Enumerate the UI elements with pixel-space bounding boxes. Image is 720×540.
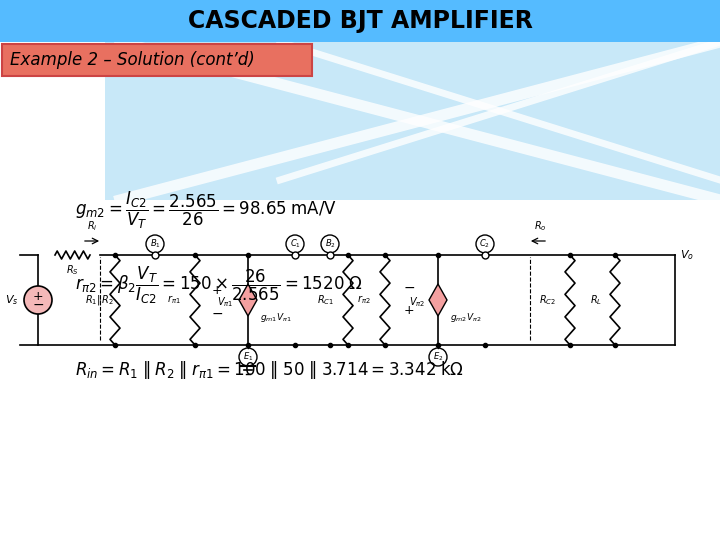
Text: +: +: [212, 284, 222, 296]
Text: $V_o$: $V_o$: [680, 248, 694, 262]
Text: $R_{in} = R_1 \;\|\; R_2 \;\|\; r_{\pi 1} = 100 \;\|\; 50 \;\|\; 3.714 = 3.342 \: $R_{in} = R_1 \;\|\; R_2 \;\|\; r_{\pi 1…: [75, 359, 464, 381]
Text: Example 2 – Solution (cont’d): Example 2 – Solution (cont’d): [10, 51, 255, 69]
Text: $E_1$: $E_1$: [243, 351, 253, 363]
Text: $r_{\pi 2} = \beta_2 \dfrac{V_T}{I_{C2}} = 150 \times \dfrac{26}{2.565} = 1520 \: $r_{\pi 2} = \beta_2 \dfrac{V_T}{I_{C2}}…: [75, 265, 362, 306]
Text: $R_1\|R_2$: $R_1\|R_2$: [85, 293, 113, 307]
Text: $V_{\pi2}$: $V_{\pi2}$: [409, 295, 426, 309]
Text: −: −: [211, 307, 222, 321]
FancyBboxPatch shape: [0, 42, 105, 200]
Text: $g_{m2}V_{\pi2}$: $g_{m2}V_{\pi2}$: [450, 312, 482, 325]
Text: $R_L$: $R_L$: [590, 293, 602, 307]
Text: +: +: [404, 303, 414, 316]
Text: $B_2$: $B_2$: [325, 238, 336, 250]
Text: $C_1$: $C_1$: [289, 238, 300, 250]
Text: $R_i$: $R_i$: [86, 219, 97, 233]
Polygon shape: [429, 284, 447, 316]
FancyBboxPatch shape: [0, 42, 720, 200]
FancyBboxPatch shape: [2, 44, 312, 76]
Text: $R_{C1}$: $R_{C1}$: [317, 293, 334, 307]
Text: −: −: [403, 281, 415, 295]
Text: $R_{C2}$: $R_{C2}$: [539, 293, 556, 307]
Text: $r_{\pi1}$: $r_{\pi1}$: [167, 294, 181, 306]
Text: $V_{\pi1}$: $V_{\pi1}$: [217, 295, 233, 309]
Text: −: −: [32, 298, 44, 312]
Text: +: +: [32, 289, 43, 302]
Text: CASCADED BJT AMPLIFIER: CASCADED BJT AMPLIFIER: [188, 9, 532, 33]
Text: $g_{m2} = \dfrac{I_{C2}}{V_T} = \dfrac{2.565}{26} = 98.65 \; \mathrm{mA/V}$: $g_{m2} = \dfrac{I_{C2}}{V_T} = \dfrac{2…: [75, 190, 337, 231]
Text: $V_s$: $V_s$: [4, 293, 18, 307]
Text: $R_o$: $R_o$: [534, 219, 546, 233]
Text: $R_S$: $R_S$: [66, 263, 79, 277]
FancyBboxPatch shape: [0, 0, 720, 42]
Text: $B_1$: $B_1$: [150, 238, 161, 250]
Polygon shape: [239, 284, 257, 316]
Circle shape: [24, 286, 52, 314]
Text: $g_{m1}V_{\pi1}$: $g_{m1}V_{\pi1}$: [260, 312, 292, 325]
Text: $E_2$: $E_2$: [433, 351, 444, 363]
Text: $r_{\pi2}$: $r_{\pi2}$: [357, 294, 371, 306]
Text: $C_2$: $C_2$: [480, 238, 490, 250]
FancyBboxPatch shape: [0, 200, 720, 540]
